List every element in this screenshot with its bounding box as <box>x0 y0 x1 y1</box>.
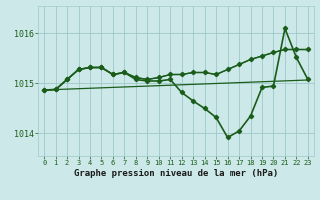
X-axis label: Graphe pression niveau de la mer (hPa): Graphe pression niveau de la mer (hPa) <box>74 169 278 178</box>
